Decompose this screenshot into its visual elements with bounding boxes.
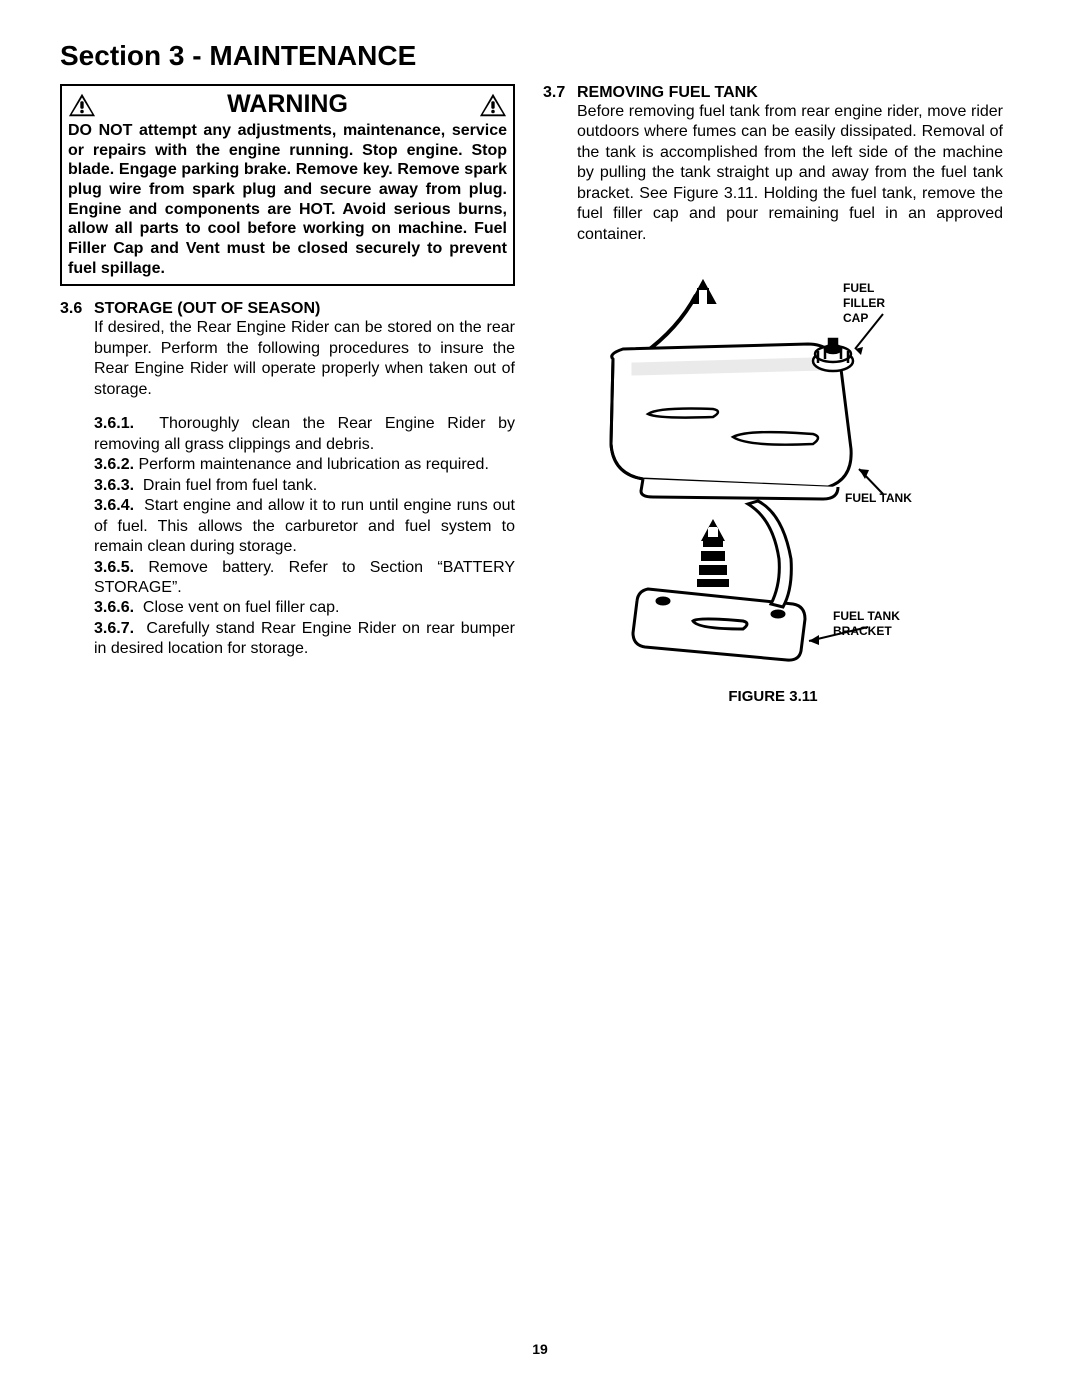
figure-label-tank: FUEL TANK <box>845 491 935 506</box>
right-column: 3.7 REMOVING FUEL TANK Before removing f… <box>543 84 1003 705</box>
warning-title: WARNING <box>96 90 479 119</box>
sec36-title: STORAGE (OUT OF SEASON) <box>94 300 515 318</box>
warning-triangle-icon <box>68 92 96 118</box>
page-number: 19 <box>0 1341 1080 1357</box>
sec37-number: 3.7 <box>543 84 577 102</box>
sec36-item-7: 3.6.7. Carefully stand Rear Engine Rider… <box>94 619 515 660</box>
sec36-item-5: 3.6.5. Remove battery. Refer to Section … <box>94 558 515 599</box>
sec36-number: 3.6 <box>60 300 94 318</box>
sec37-heading: 3.7 REMOVING FUEL TANK <box>543 84 1003 102</box>
figure-caption: FIGURE 3.11 <box>543 688 1003 705</box>
sec36-item-3: 3.6.3. Drain fuel from fuel tank. <box>94 476 515 496</box>
section-title: Section 3 - MAINTENANCE <box>60 40 1020 72</box>
sec37-title: REMOVING FUEL TANK <box>577 84 1003 102</box>
sec36-item-6: 3.6.6. Close vent on fuel filler cap. <box>94 598 515 618</box>
figure-label-cap: FUEL FILLER CAP <box>843 281 913 326</box>
warning-triangle-icon <box>479 92 507 118</box>
sec36-heading: 3.6 STORAGE (OUT OF SEASON) <box>60 300 515 318</box>
sec36-intro: If desired, the Rear Engine Rider can be… <box>94 318 515 400</box>
figure-label-bracket: FUEL TANK BRACKET <box>833 609 923 639</box>
figure-3-11: FUEL FILLER CAP FUEL TANK FUEL TANK BRAC… <box>543 269 1003 705</box>
left-column: WARNING DO NOT attempt any adjustments, … <box>60 84 515 705</box>
warning-box: WARNING DO NOT attempt any adjustments, … <box>60 84 515 286</box>
sec36-item-2: 3.6.2. Perform maintenance and lubricati… <box>94 455 515 475</box>
sec36-item-1: 3.6.1. Thoroughly clean the Rear Engine … <box>94 414 515 455</box>
sec37-body: Before removing fuel tank from rear engi… <box>577 102 1003 245</box>
warning-body: DO NOT attempt any adjustments, maintena… <box>68 121 507 278</box>
sec36-item-4: 3.6.4. Start engine and allow it to run … <box>94 496 515 557</box>
